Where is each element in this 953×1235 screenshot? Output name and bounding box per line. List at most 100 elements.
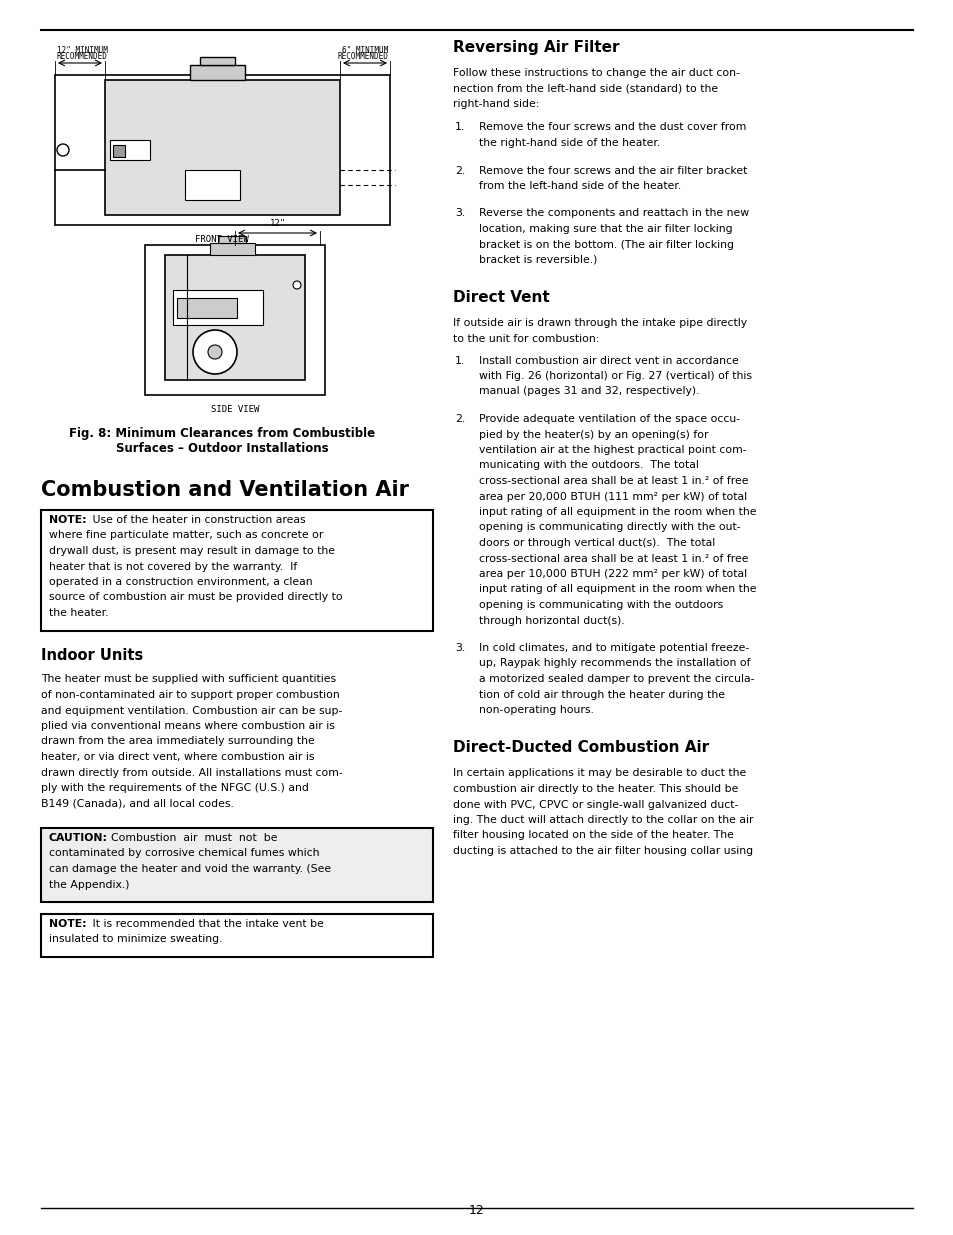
Text: pied by the heater(s) by an opening(s) for: pied by the heater(s) by an opening(s) f… (478, 430, 708, 440)
Bar (165, 254, 305, 380)
Text: SIDE VIEW: SIDE VIEW (211, 405, 259, 414)
Text: In cold climates, and to mitigate potential freeze-: In cold climates, and to mitigate potent… (478, 643, 748, 653)
Text: done with PVC, CPVC or single-wall galvanized duct-: done with PVC, CPVC or single-wall galva… (453, 799, 738, 809)
Text: Use of the heater in construction areas: Use of the heater in construction areas (89, 515, 305, 525)
Text: Reversing Air Filter: Reversing Air Filter (453, 40, 618, 56)
Text: cross-sectional area shall be at least 1 in.² of free: cross-sectional area shall be at least 1… (478, 475, 748, 487)
Bar (145, 245, 325, 395)
Text: manual (pages 31 and 32, respectively).: manual (pages 31 and 32, respectively). (478, 387, 699, 396)
Text: of non-contaminated air to support proper combustion: of non-contaminated air to support prope… (41, 690, 339, 700)
Text: 1.: 1. (455, 122, 465, 132)
Text: Remove the four screws and the air filter bracket: Remove the four screws and the air filte… (478, 165, 746, 175)
Bar (41, 827, 433, 902)
Text: Combustion  air  must  not  be: Combustion air must not be (104, 832, 277, 844)
Text: ducting is attached to the air filter housing collar using: ducting is attached to the air filter ho… (453, 846, 752, 856)
Text: Direct-Ducted Combustion Air: Direct-Ducted Combustion Air (453, 741, 708, 756)
Text: Remove the four screws and the dust cover from: Remove the four screws and the dust cove… (478, 122, 745, 132)
Text: ing. The duct will attach directly to the collar on the air: ing. The duct will attach directly to th… (453, 815, 753, 825)
Text: source of combustion air must be provided directly to: source of combustion air must be provide… (49, 593, 342, 603)
Text: to the unit for combustion:: to the unit for combustion: (453, 333, 598, 345)
Text: 1.: 1. (455, 356, 465, 366)
Bar (185, 170, 240, 200)
Text: Indoor Units: Indoor Units (41, 648, 143, 663)
Text: opening is communicating with the outdoors: opening is communicating with the outdoo… (478, 600, 722, 610)
Text: input rating of all equipment in the room when the: input rating of all equipment in the roo… (478, 508, 756, 517)
Bar (177, 298, 236, 317)
Text: the heater.: the heater. (49, 608, 109, 618)
Text: 6" MINIMUM: 6" MINIMUM (341, 46, 388, 56)
Text: ventilation air at the highest practical point com-: ventilation air at the highest practical… (478, 445, 746, 454)
Text: heater that is not covered by the warranty.  If: heater that is not covered by the warran… (49, 562, 297, 572)
Text: with Fig. 26 (horizontal) or Fig. 27 (vertical) of this: with Fig. 26 (horizontal) or Fig. 27 (ve… (478, 370, 751, 382)
Text: cross-sectional area shall be at least 1 in.² of free: cross-sectional area shall be at least 1… (478, 553, 748, 563)
Text: 3.: 3. (455, 209, 465, 219)
Text: RECOMMENDED: RECOMMENDED (336, 52, 388, 61)
Text: ply with the requirements of the NFGC (U.S.) and: ply with the requirements of the NFGC (U… (41, 783, 309, 793)
Text: filter housing located on the side of the heater. The: filter housing located on the side of th… (453, 830, 733, 841)
Text: The heater must be supplied with sufficient quantities: The heater must be supplied with suffici… (41, 674, 335, 684)
Text: doors or through vertical duct(s).  The total: doors or through vertical duct(s). The t… (478, 538, 715, 548)
Bar (105, 80, 339, 215)
Text: B149 (Canada), and all local codes.: B149 (Canada), and all local codes. (41, 799, 233, 809)
Text: insulated to minimize sweating.: insulated to minimize sweating. (49, 935, 222, 945)
Text: the Appendix.): the Appendix.) (49, 879, 130, 889)
Text: NOTE:: NOTE: (49, 515, 87, 525)
Text: If outside air is drawn through the intake pipe directly: If outside air is drawn through the inta… (453, 319, 746, 329)
Bar (172, 290, 263, 325)
Text: Follow these instructions to change the air duct con-: Follow these instructions to change the … (453, 68, 740, 78)
Text: up, Raypak highly recommends the installation of: up, Raypak highly recommends the install… (478, 658, 750, 668)
Bar (41, 914, 433, 957)
Text: It is recommended that the intake vent be: It is recommended that the intake vent b… (89, 919, 323, 929)
Text: 12: 12 (469, 1204, 484, 1216)
Text: input rating of all equipment in the room when the: input rating of all equipment in the roo… (478, 584, 756, 594)
Text: can damage the heater and void the warranty. (See: can damage the heater and void the warra… (49, 864, 331, 874)
Bar (110, 140, 150, 161)
Circle shape (57, 144, 69, 156)
Text: 12" MINIMUM: 12" MINIMUM (57, 46, 108, 56)
Bar (210, 243, 254, 254)
Text: RECOMMENDED: RECOMMENDED (57, 52, 108, 61)
Text: bracket is on the bottom. (The air filter locking: bracket is on the bottom. (The air filte… (478, 240, 733, 249)
Circle shape (193, 330, 236, 374)
Text: In certain applications it may be desirable to duct the: In certain applications it may be desira… (453, 768, 745, 778)
Text: opening is communicating directly with the out-: opening is communicating directly with t… (478, 522, 740, 532)
Text: area per 10,000 BTUH (222 mm² per kW) of total: area per 10,000 BTUH (222 mm² per kW) of… (478, 569, 746, 579)
Text: the right-hand side of the heater.: the right-hand side of the heater. (478, 138, 659, 148)
Text: location, making sure that the air filter locking: location, making sure that the air filte… (478, 224, 732, 233)
Text: right-hand side:: right-hand side: (453, 99, 538, 109)
Circle shape (293, 282, 301, 289)
Text: 3.: 3. (455, 643, 465, 653)
Text: a motorized sealed damper to prevent the circula-: a motorized sealed damper to prevent the… (478, 674, 754, 684)
Text: FRONT VIEW: FRONT VIEW (195, 235, 249, 245)
Text: non-operating hours.: non-operating hours. (478, 705, 594, 715)
Text: drywall dust, is present may result in damage to the: drywall dust, is present may result in d… (49, 546, 335, 556)
Bar (55, 75, 390, 225)
Text: heater, or via direct vent, where combustion air is: heater, or via direct vent, where combus… (41, 752, 314, 762)
Text: plied via conventional means where combustion air is: plied via conventional means where combu… (41, 721, 335, 731)
Text: municating with the outdoors.  The total: municating with the outdoors. The total (478, 461, 699, 471)
Text: Install combustion air direct vent in accordance: Install combustion air direct vent in ac… (478, 356, 738, 366)
Text: Combustion and Ventilation Air: Combustion and Ventilation Air (41, 480, 409, 500)
Text: through horizontal duct(s).: through horizontal duct(s). (478, 615, 624, 625)
Text: combustion air directly to the heater. This should be: combustion air directly to the heater. T… (453, 784, 738, 794)
Text: operated in a construction environment, a clean: operated in a construction environment, … (49, 577, 313, 587)
Text: bracket is reversible.): bracket is reversible.) (478, 254, 597, 266)
Text: Provide adequate ventilation of the space occu-: Provide adequate ventilation of the spac… (478, 414, 740, 424)
Circle shape (208, 345, 222, 359)
Text: and equipment ventilation. Combustion air can be sup-: and equipment ventilation. Combustion ai… (41, 705, 342, 715)
Text: Surfaces – Outdoor Installations: Surfaces – Outdoor Installations (115, 442, 328, 454)
Bar (190, 65, 245, 80)
Bar (41, 510, 433, 631)
Bar (200, 57, 234, 65)
Text: drawn directly from outside. All installations must com-: drawn directly from outside. All install… (41, 767, 342, 778)
Text: from the left-hand side of the heater.: from the left-hand side of the heater. (478, 182, 680, 191)
Text: drawn from the area immediately surrounding the: drawn from the area immediately surround… (41, 736, 314, 746)
Text: Fig. 8: Minimum Clearances from Combustible: Fig. 8: Minimum Clearances from Combusti… (69, 427, 375, 440)
Text: tion of cold air through the heater during the: tion of cold air through the heater duri… (478, 689, 724, 699)
Text: 2.: 2. (455, 414, 465, 424)
Text: nection from the left-hand side (standard) to the: nection from the left-hand side (standar… (453, 84, 718, 94)
Text: 2.: 2. (455, 165, 465, 175)
Bar (112, 144, 125, 157)
Text: 12": 12" (269, 219, 285, 228)
Text: contaminated by corrosive chemical fumes which: contaminated by corrosive chemical fumes… (49, 848, 319, 858)
